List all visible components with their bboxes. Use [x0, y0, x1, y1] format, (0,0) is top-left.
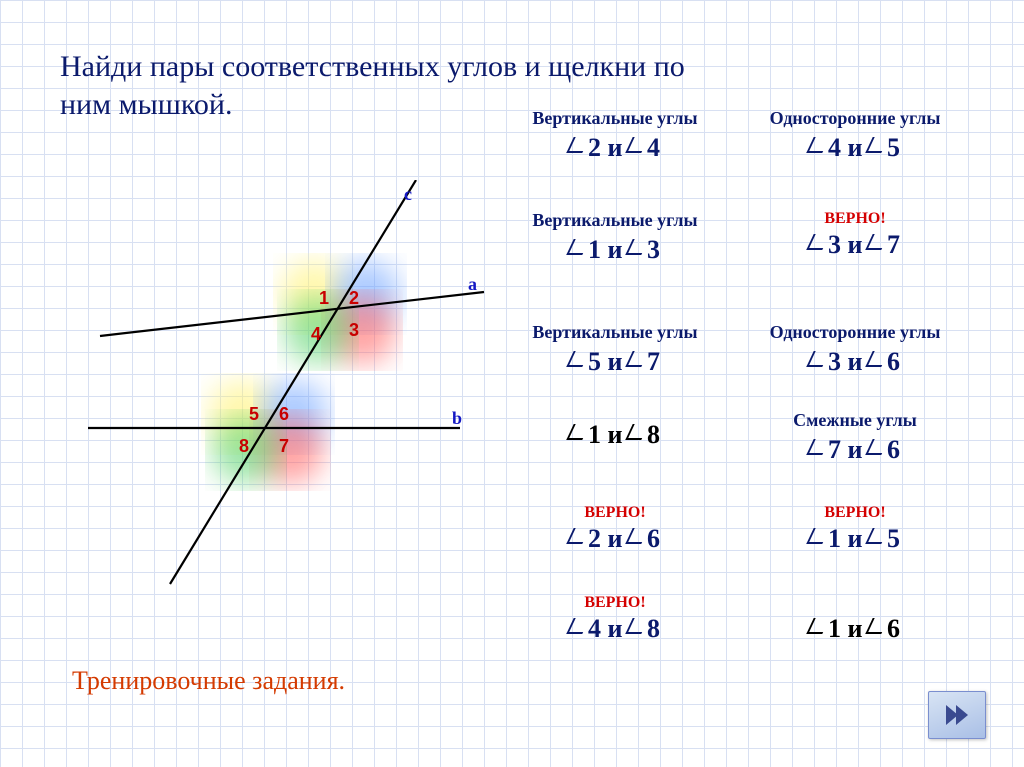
answer-a9[interactable]: ВЕРНО! 2 и 6: [500, 504, 730, 554]
svg-text:2: 2: [349, 288, 359, 308]
svg-text:6: 6: [279, 404, 289, 424]
svg-text:1: 1: [319, 288, 329, 308]
footer-caption: Тренировочные задания.: [72, 666, 345, 696]
answer-pair: 2 и 4: [500, 133, 730, 163]
answer-pair: 1 и 3: [500, 235, 730, 265]
answer-category: Вертикальные углы: [500, 322, 730, 343]
answer-a1[interactable]: Вертикальные углы 2 и 4: [500, 108, 730, 163]
answer-a8[interactable]: Смежные углы 7 и 6: [740, 410, 970, 465]
answer-a2[interactable]: Односторонние углы 4 и 5: [740, 108, 970, 163]
answer-a11[interactable]: ВЕРНО! 4 и 8: [500, 594, 730, 644]
answer-a3[interactable]: Вертикальные углы 1 и 3: [500, 210, 730, 265]
svg-text:c: c: [404, 184, 412, 204]
answer-correct-label: ВЕРНО!: [740, 504, 970, 522]
angles-diagram: abc12345678: [40, 180, 500, 600]
answer-a5[interactable]: Вертикальные углы 5 и 7: [500, 322, 730, 377]
svg-text:a: a: [468, 274, 477, 294]
answer-category: Вертикальные углы: [500, 108, 730, 129]
answer-pair: 1 и 8: [500, 420, 730, 450]
answer-pair: 5 и 7: [500, 347, 730, 377]
answer-a7[interactable]: 1 и 8: [500, 420, 730, 450]
answer-a10[interactable]: ВЕРНО! 1 и 5: [740, 504, 970, 554]
answer-correct-label: ВЕРНО!: [500, 594, 730, 612]
answer-a4[interactable]: ВЕРНО! 3 и 7: [740, 210, 970, 260]
answer-pair: 4 и 5: [740, 133, 970, 163]
answer-a12[interactable]: 1 и 6: [740, 614, 970, 644]
answer-category: Смежные углы: [740, 410, 970, 431]
next-button[interactable]: [928, 691, 986, 739]
svg-text:3: 3: [349, 320, 359, 340]
answer-pair: 1 и 6: [740, 614, 970, 644]
answer-pair: 1 и 5: [740, 524, 970, 554]
play-forward-icon: [943, 702, 971, 728]
answer-pair: 4 и 8: [500, 614, 730, 644]
answer-category: Односторонние углы: [740, 322, 970, 343]
answer-pair: 7 и 6: [740, 435, 970, 465]
svg-text:5: 5: [249, 404, 259, 424]
svg-text:b: b: [452, 408, 462, 428]
svg-text:7: 7: [279, 436, 289, 456]
answer-category: Односторонние углы: [740, 108, 970, 129]
answer-pair: 3 и 6: [740, 347, 970, 377]
answer-pair: 3 и 7: [740, 230, 970, 260]
answer-a6[interactable]: Односторонние углы 3 и 6: [740, 322, 970, 377]
answer-pair: 2 и 6: [500, 524, 730, 554]
answer-correct-label: ВЕРНО!: [740, 210, 970, 228]
svg-text:4: 4: [311, 324, 321, 344]
answer-category: Вертикальные углы: [500, 210, 730, 231]
svg-text:8: 8: [239, 436, 249, 456]
answer-correct-label: ВЕРНО!: [500, 504, 730, 522]
